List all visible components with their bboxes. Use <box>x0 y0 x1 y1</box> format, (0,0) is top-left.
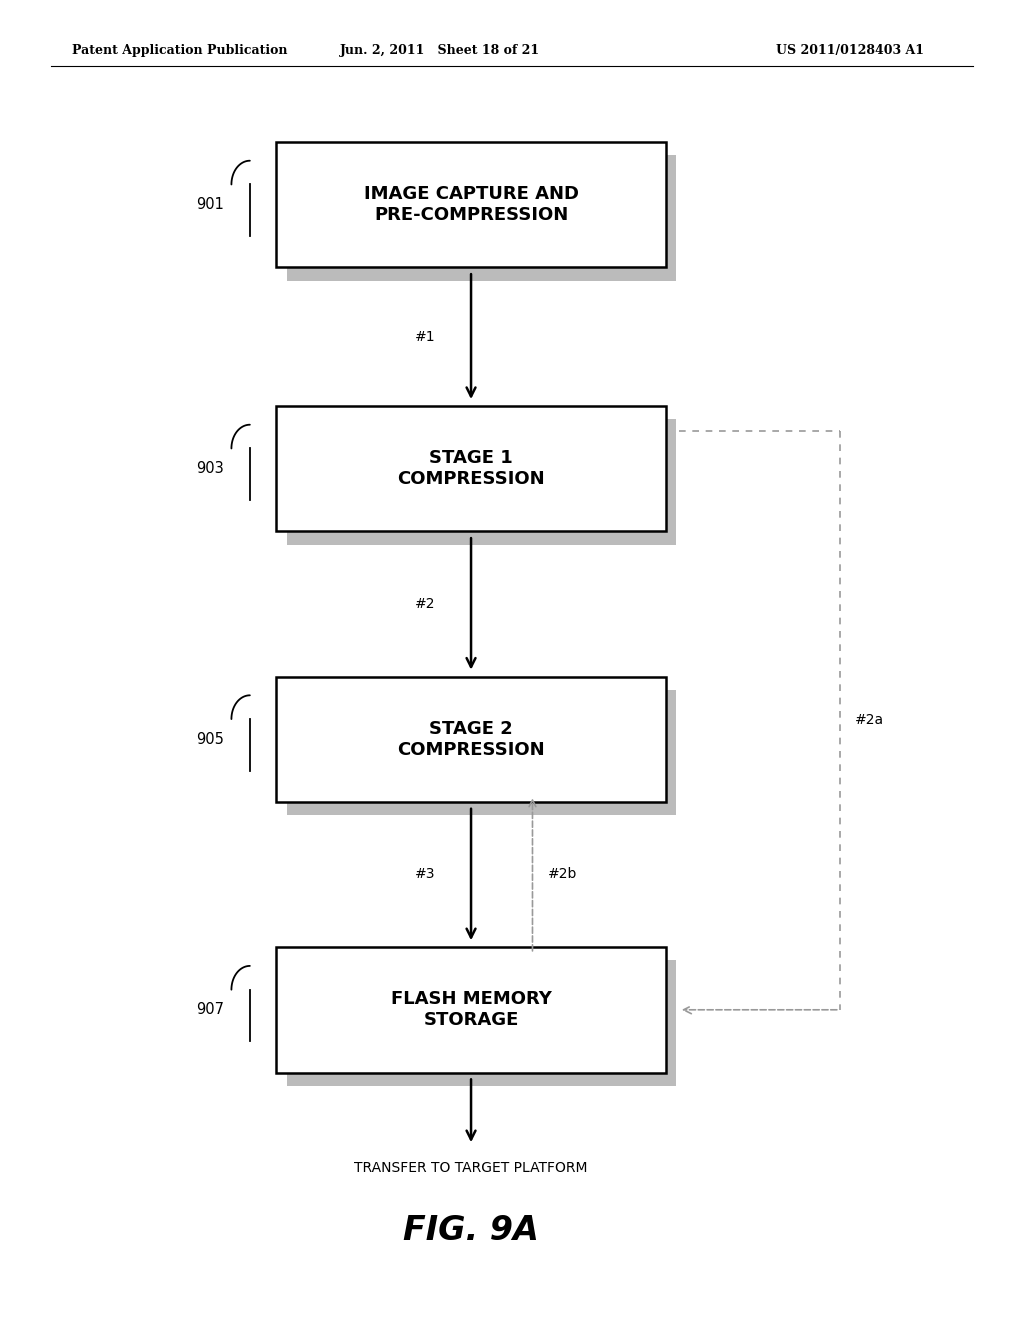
Bar <box>276 143 666 267</box>
Bar <box>287 961 676 1085</box>
Text: 905: 905 <box>197 731 224 747</box>
Text: US 2011/0128403 A1: US 2011/0128403 A1 <box>776 44 924 57</box>
Text: #1: #1 <box>415 330 435 343</box>
Text: STAGE 2
COMPRESSION: STAGE 2 COMPRESSION <box>397 719 545 759</box>
Text: STAGE 1
COMPRESSION: STAGE 1 COMPRESSION <box>397 449 545 488</box>
Text: IMAGE CAPTURE AND
PRE-COMPRESSION: IMAGE CAPTURE AND PRE-COMPRESSION <box>364 185 579 224</box>
Bar <box>287 420 676 544</box>
Text: #2: #2 <box>415 597 435 611</box>
Text: 907: 907 <box>197 1002 224 1018</box>
Bar <box>287 156 676 281</box>
Text: FIG. 9A: FIG. 9A <box>403 1214 539 1246</box>
Text: 901: 901 <box>197 197 224 213</box>
Bar <box>276 407 666 531</box>
Text: #2a: #2a <box>855 713 884 727</box>
Text: TRANSFER TO TARGET PLATFORM: TRANSFER TO TARGET PLATFORM <box>354 1162 588 1175</box>
Text: 903: 903 <box>197 461 224 477</box>
Text: Jun. 2, 2011   Sheet 18 of 21: Jun. 2, 2011 Sheet 18 of 21 <box>340 44 541 57</box>
Text: Patent Application Publication: Patent Application Publication <box>72 44 287 57</box>
Bar <box>276 676 666 801</box>
Text: #3: #3 <box>415 867 435 882</box>
Bar <box>287 689 676 814</box>
Text: #2b: #2b <box>548 867 578 882</box>
Bar <box>276 948 666 1072</box>
Text: FLASH MEMORY
STORAGE: FLASH MEMORY STORAGE <box>390 990 552 1030</box>
